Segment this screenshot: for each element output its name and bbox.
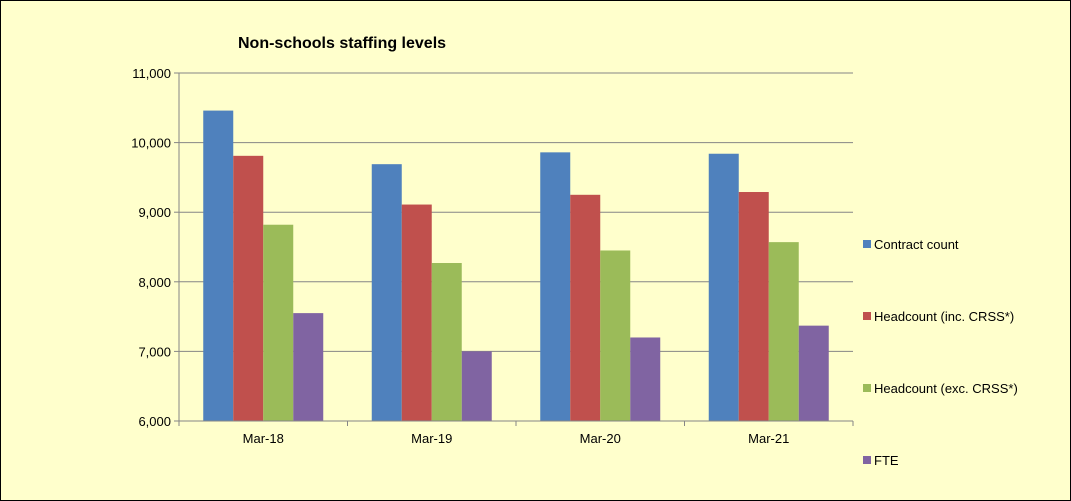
bar-contract-count-2 bbox=[540, 152, 571, 421]
legend-swatch bbox=[863, 240, 871, 248]
plot-area: 6,000 7,000 8,000 9,000 10,000 11,000 Mar-18 Ma… bbox=[131, 66, 854, 446]
bar-headcount-inc-crss--1 bbox=[401, 204, 432, 421]
chart-title: Non-schools staffing levels bbox=[238, 35, 446, 52]
x-tick-label: Mar-18 bbox=[243, 431, 284, 446]
x-tick-label: Mar-19 bbox=[411, 431, 452, 446]
bar-contract-count-0 bbox=[203, 110, 234, 422]
bar-headcount-exc-crss--0 bbox=[263, 224, 294, 421]
legend-item: FTE bbox=[863, 453, 899, 468]
legend-item: Headcount (inc. CRSS*) bbox=[863, 309, 1014, 324]
bar-headcount-inc-crss--2 bbox=[570, 194, 601, 421]
bar-fte-0 bbox=[293, 313, 324, 421]
bar-fte-1 bbox=[461, 351, 492, 421]
legend-label: Headcount (exc. CRSS*) bbox=[874, 381, 1018, 396]
y-tick-label: 7,000 bbox=[138, 344, 171, 359]
bar-fte-2 bbox=[630, 337, 661, 421]
y-tick-label: 9,000 bbox=[138, 205, 171, 220]
legend: Contract count Headcount (inc. CRSS*) Head… bbox=[863, 237, 1018, 468]
legend-item: Contract count bbox=[863, 237, 959, 252]
y-tick-label: 6,000 bbox=[138, 414, 171, 429]
x-tick-label: Mar-21 bbox=[748, 431, 789, 446]
bar-headcount-inc-crss--3 bbox=[738, 192, 769, 421]
y-tick-label: 10,000 bbox=[131, 136, 171, 151]
bar-fte-3 bbox=[798, 325, 829, 421]
bar-contract-count-3 bbox=[708, 153, 739, 421]
bar-contract-count-1 bbox=[371, 164, 402, 421]
bar-headcount-exc-crss--3 bbox=[768, 242, 799, 421]
legend-swatch bbox=[863, 312, 871, 320]
legend-swatch bbox=[863, 456, 871, 464]
legend-label: FTE bbox=[874, 453, 899, 468]
legend-label: Contract count bbox=[874, 237, 959, 252]
bar-headcount-exc-crss--2 bbox=[600, 250, 631, 421]
legend-item: Headcount (exc. CRSS*) bbox=[863, 381, 1018, 396]
bar-headcount-exc-crss--1 bbox=[431, 263, 462, 421]
x-tick-label: Mar-20 bbox=[580, 431, 621, 446]
bar-headcount-inc-crss--0 bbox=[233, 155, 264, 421]
y-tick-label: 8,000 bbox=[138, 275, 171, 290]
legend-label: Headcount (inc. CRSS*) bbox=[874, 309, 1014, 324]
legend-swatch bbox=[863, 384, 871, 392]
y-tick-label: 11,000 bbox=[132, 66, 171, 81]
